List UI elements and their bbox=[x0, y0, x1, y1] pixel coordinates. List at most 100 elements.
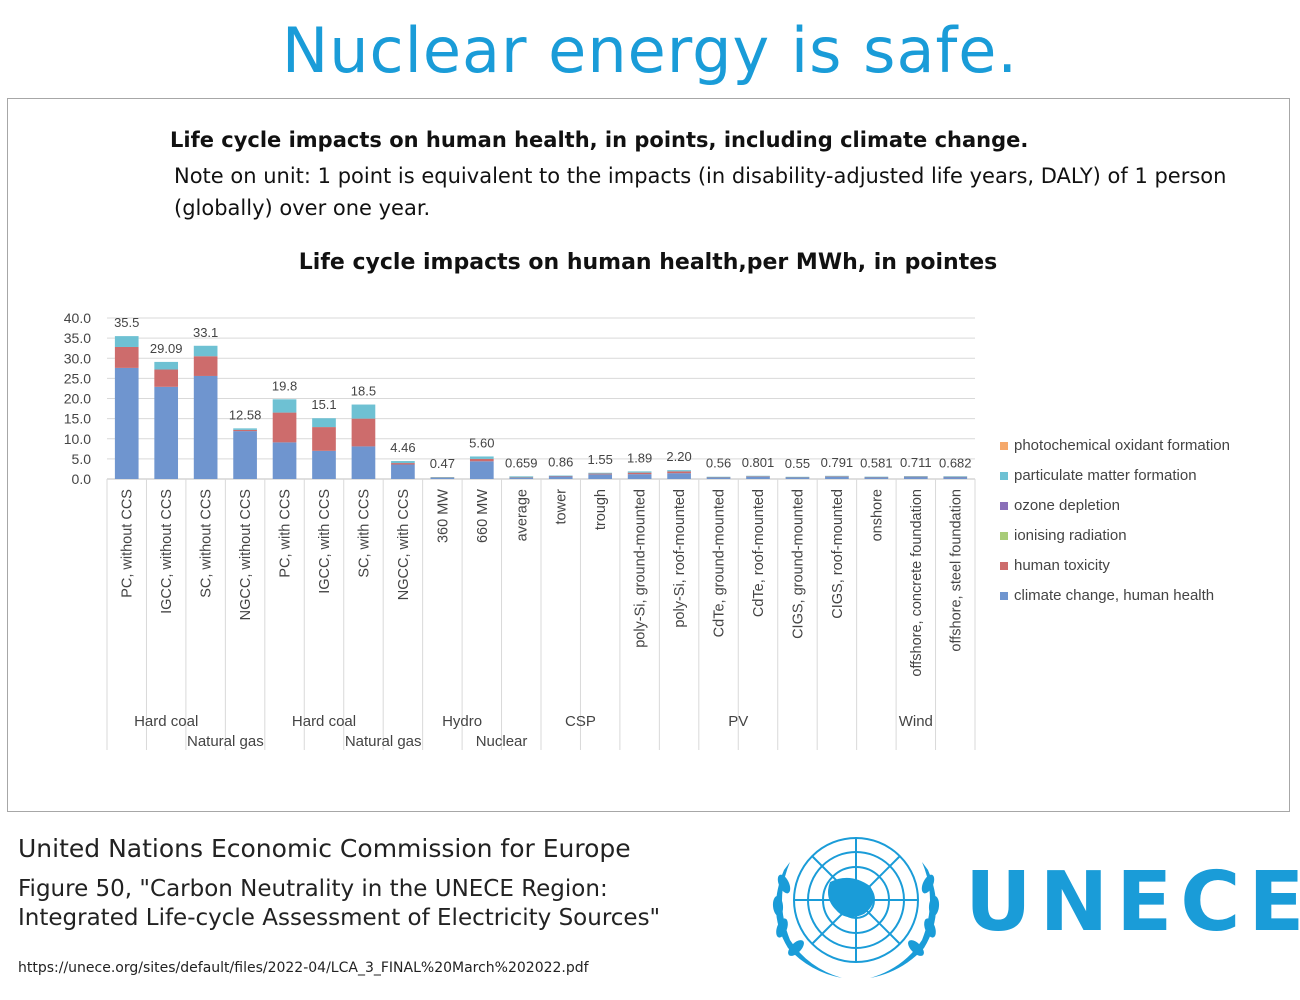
group-label: Hard coal bbox=[134, 713, 198, 730]
x-tick-label: 360 MW bbox=[435, 489, 451, 543]
x-tick-label: CIGS, roof-mounted bbox=[830, 489, 846, 619]
bar-segment bbox=[825, 476, 849, 477]
bar-segment bbox=[943, 476, 968, 478]
bar-segment bbox=[667, 471, 691, 474]
bar-segment bbox=[272, 412, 297, 443]
source-url: https://unece.org/sites/default/files/20… bbox=[18, 960, 589, 976]
bar-segment bbox=[154, 369, 179, 387]
data-label: 0.659 bbox=[505, 455, 538, 470]
bar-segment bbox=[588, 473, 613, 475]
bar-segment bbox=[193, 375, 218, 479]
chart-legend: photochemical oxidant formation particula… bbox=[1000, 430, 1230, 610]
citation-line-1: Figure 50, "Carbon Neutrality in the UNE… bbox=[18, 876, 608, 902]
bar-segment bbox=[233, 428, 257, 430]
bar-segment bbox=[193, 345, 218, 357]
x-tick-label: trough bbox=[593, 489, 609, 530]
y-tick-label: 30.0 bbox=[64, 350, 91, 366]
data-label: 2.20 bbox=[666, 449, 691, 464]
data-label: 33.1 bbox=[193, 325, 218, 340]
bar-segment bbox=[825, 476, 849, 479]
legend-item: particulate matter formation bbox=[1000, 460, 1230, 490]
data-label: 15.1 bbox=[311, 397, 336, 412]
unit-note: Note on unit: 1 point is equivalent to t… bbox=[174, 164, 1227, 220]
bar-segment bbox=[312, 427, 336, 451]
bar-segment bbox=[312, 418, 336, 428]
bar-segment bbox=[746, 476, 770, 479]
data-label: 0.801 bbox=[742, 455, 775, 470]
data-label: 0.47 bbox=[430, 456, 455, 471]
y-tick-label: 10.0 bbox=[64, 431, 91, 447]
bar-segment bbox=[746, 476, 770, 477]
bar-segment bbox=[391, 463, 415, 465]
bar-segment bbox=[272, 442, 297, 479]
bar-segment bbox=[864, 477, 889, 479]
bar-segment bbox=[509, 476, 534, 477]
data-label: 0.682 bbox=[939, 455, 972, 470]
x-tick-label: CdTe, ground-mounted bbox=[712, 489, 728, 637]
data-label: 0.711 bbox=[900, 455, 932, 470]
bar-segment bbox=[430, 477, 455, 478]
group-label: Wind bbox=[899, 713, 933, 730]
data-label: 0.86 bbox=[548, 455, 573, 470]
bar-segment bbox=[548, 476, 573, 479]
x-tick-label: CIGS, ground-mounted bbox=[790, 489, 806, 639]
figure-citation: Figure 50, "Carbon Neutrality in the UNE… bbox=[18, 875, 718, 933]
legend-swatch bbox=[1000, 562, 1008, 570]
bar-segment bbox=[588, 472, 613, 474]
group-label: CSP bbox=[565, 713, 596, 730]
x-tick-label: poly-Si, roof-mounted bbox=[672, 489, 688, 628]
data-label: 18.5 bbox=[351, 384, 376, 399]
x-tick-label: SC, without CCS bbox=[199, 489, 215, 598]
x-tick-label: CdTe, roof-mounted bbox=[751, 489, 767, 617]
bar-segment bbox=[588, 474, 613, 479]
legend-swatch bbox=[1000, 532, 1008, 540]
un-emblem-icon bbox=[772, 837, 940, 978]
legend-item: climate change, human health bbox=[1000, 580, 1230, 610]
y-tick-label: 20.0 bbox=[64, 391, 91, 407]
bar-segment bbox=[943, 476, 968, 479]
legend-label: particulate matter formation bbox=[1014, 466, 1197, 484]
legend-swatch bbox=[1000, 442, 1008, 450]
group-label: Natural gas bbox=[345, 733, 422, 750]
x-tick-label: poly-Si, ground-mounted bbox=[633, 489, 649, 648]
bar-segment bbox=[667, 470, 691, 472]
bar-segment bbox=[785, 476, 810, 478]
bar-segment bbox=[627, 472, 652, 475]
bar-segment bbox=[706, 476, 731, 478]
bar-segment bbox=[469, 456, 494, 459]
y-tick-label: 15.0 bbox=[64, 411, 91, 427]
y-tick-label: 5.0 bbox=[72, 451, 92, 467]
legend-swatch bbox=[1000, 592, 1008, 600]
y-tick-label: 35.0 bbox=[64, 330, 91, 346]
y-tick-label: 0.0 bbox=[72, 471, 92, 487]
x-tick-label: IGCC, with CCS bbox=[317, 489, 333, 594]
data-label: 0.791 bbox=[821, 455, 854, 470]
x-tick-label: offshore, concrete foundation bbox=[909, 489, 925, 677]
bar-segment bbox=[469, 461, 494, 479]
data-label: 5.60 bbox=[469, 435, 494, 450]
bar-segment bbox=[114, 336, 139, 347]
bar-segment bbox=[351, 404, 376, 419]
legend-label: human toxicity bbox=[1014, 556, 1110, 574]
data-label: 0.55 bbox=[785, 456, 810, 471]
x-tick-label: PC, without CCS bbox=[120, 489, 136, 598]
bar-segment bbox=[391, 461, 415, 464]
chart-panel bbox=[7, 98, 1290, 812]
data-label: 4.46 bbox=[390, 440, 415, 455]
bar-segment bbox=[114, 367, 139, 479]
bar-segment bbox=[193, 356, 218, 376]
bar-segment bbox=[469, 458, 494, 462]
citation-line-2: Integrated Life-cycle Assessment of Elec… bbox=[18, 905, 661, 931]
group-label: Hydro bbox=[442, 713, 482, 730]
group-label: PV bbox=[728, 713, 748, 730]
bar-segment bbox=[351, 446, 376, 479]
bar-segment bbox=[351, 418, 376, 447]
x-tick-label: average bbox=[514, 489, 530, 541]
bar-segment bbox=[903, 476, 928, 479]
group-label: Natural gas bbox=[187, 733, 264, 750]
bar-segment bbox=[903, 476, 928, 477]
page-title: Nuclear energy is safe. bbox=[281, 14, 1019, 87]
bar-segment bbox=[706, 477, 731, 479]
bar-segment bbox=[509, 477, 534, 479]
